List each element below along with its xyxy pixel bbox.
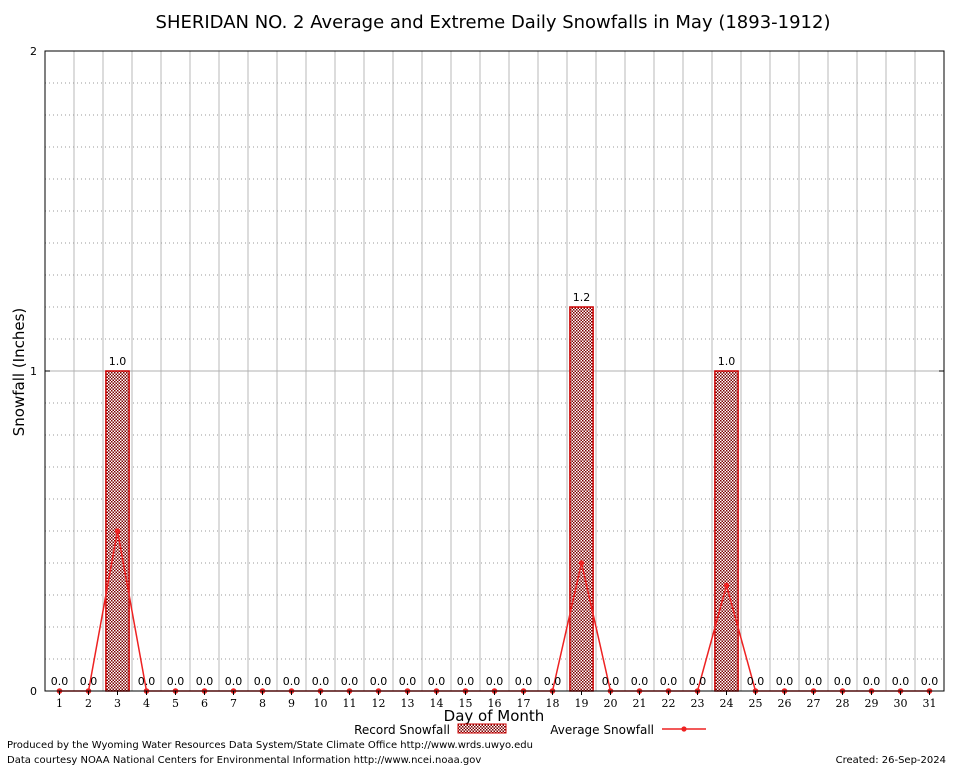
value-label-day-19: 1.2 — [573, 291, 591, 304]
y-tick-label-1: 1 — [30, 365, 37, 378]
x-tick-label-25: 25 — [749, 697, 763, 710]
value-label-day-27: 0.0 — [805, 675, 823, 688]
value-label-day-18: 0.0 — [544, 675, 562, 688]
record-bar-day-19 — [569, 306, 594, 692]
value-label-day-29: 0.0 — [863, 675, 881, 688]
value-label-day-3: 1.0 — [109, 355, 127, 368]
value-label-day-20: 0.0 — [602, 675, 620, 688]
value-labels: 0.0 0.0 1.0 0.0 0.0 0.0 0.0 0.0 0.0 0.0 0.0 0.0 0.0 0… — [51, 291, 939, 688]
value-label-day-5: 0.0 — [167, 675, 185, 688]
grid — [45, 51, 944, 691]
x-tick-label-20: 20 — [604, 697, 618, 710]
x-tick-label-24: 24 — [720, 697, 734, 710]
x-tick-label-14: 14 — [430, 697, 444, 710]
value-label-day-15: 0.0 — [457, 675, 475, 688]
x-tick-labels: 1 2 3 4 5 6 7 8 9 10 11 12 13 14 15 16 17 18 19 20 21 22 23 24 2… — [56, 691, 937, 710]
x-tick-label-27: 27 — [807, 697, 821, 710]
record-bar-day-24 — [714, 370, 739, 692]
x-tick-label-5: 5 — [172, 697, 179, 710]
value-label-day-4: 0.0 — [138, 675, 156, 688]
value-label-day-8: 0.0 — [254, 675, 272, 688]
x-tick-label-23: 23 — [691, 697, 705, 710]
legend-average-marker — [681, 726, 687, 732]
y-tick-label-0: 0 — [30, 685, 37, 698]
average-point-day-24 — [723, 582, 730, 589]
x-tick-label-19: 19 — [575, 697, 589, 710]
legend: Record Snowfall Average Snowfall — [354, 723, 706, 737]
x-tick-label-4: 4 — [143, 697, 150, 710]
value-label-day-2: 0.0 — [80, 675, 98, 688]
value-label-day-11: 0.0 — [341, 675, 359, 688]
x-tick-label-2: 2 — [85, 697, 92, 710]
value-label-day-9: 0.0 — [283, 675, 301, 688]
legend-record-label: Record Snowfall — [354, 723, 450, 737]
value-label-day-30: 0.0 — [892, 675, 910, 688]
value-label-day-24: 1.0 — [718, 355, 736, 368]
y-axis-label: Snowfall (Inches) — [10, 308, 28, 436]
value-label-day-12: 0.0 — [370, 675, 388, 688]
legend-record-swatch — [457, 723, 507, 734]
x-tick-label-13: 13 — [401, 697, 415, 710]
x-tick-label-28: 28 — [836, 697, 850, 710]
footer-credit-2: Data courtesy NOAA National Centers for … — [7, 755, 481, 766]
x-tick-label-21: 21 — [633, 697, 647, 710]
average-point-day-3 — [114, 528, 121, 534]
x-tick-label-30: 30 — [894, 697, 908, 710]
value-label-day-21: 0.0 — [631, 675, 649, 688]
footer-credit-1: Produced by the Wyoming Water Resources … — [7, 740, 533, 751]
legend-average-label: Average Snowfall — [550, 723, 654, 737]
plot-frame — [44, 50, 945, 692]
value-label-day-22: 0.0 — [660, 675, 678, 688]
value-label-day-26: 0.0 — [776, 675, 794, 688]
x-tick-label-8: 8 — [259, 697, 266, 710]
value-label-day-28: 0.0 — [834, 675, 852, 688]
x-tick-label-26: 26 — [778, 697, 792, 710]
value-label-day-6: 0.0 — [196, 675, 214, 688]
x-tick-label-6: 6 — [201, 697, 208, 710]
chart-title: SHERIDAN NO. 2 Average and Extreme Daily… — [156, 12, 831, 33]
value-label-day-13: 0.0 — [399, 675, 417, 688]
x-tick-label-15: 15 — [459, 697, 473, 710]
value-label-day-16: 0.0 — [486, 675, 504, 688]
average-line — [56, 528, 933, 694]
x-tick-label-31: 31 — [923, 697, 937, 710]
average-point-day-19 — [578, 560, 585, 566]
x-tick-label-10: 10 — [314, 697, 328, 710]
x-tick-label-1: 1 — [56, 697, 63, 710]
x-tick-label-3: 3 — [114, 697, 121, 710]
x-tick-label-18: 18 — [546, 697, 560, 710]
value-label-day-10: 0.0 — [312, 675, 330, 688]
value-label-day-14: 0.0 — [428, 675, 446, 688]
value-label-day-31: 0.0 — [921, 675, 939, 688]
value-label-day-1: 0.0 — [51, 675, 69, 688]
x-tick-label-12: 12 — [372, 697, 386, 710]
value-label-day-25: 0.0 — [747, 675, 765, 688]
x-axis-label: Day of Month — [444, 707, 545, 725]
x-tick-label-16: 16 — [488, 697, 502, 710]
x-tick-label-11: 11 — [343, 697, 357, 710]
x-tick-label-17: 17 — [517, 697, 531, 710]
x-tick-label-7: 7 — [230, 697, 237, 710]
value-label-day-23: 0.0 — [689, 675, 707, 688]
footer-created: Created: 26-Sep-2024 — [836, 755, 946, 766]
x-tick-label-9: 9 — [288, 697, 295, 710]
x-tick-label-22: 22 — [662, 697, 676, 710]
y-tick-label-2: 2 — [30, 45, 37, 58]
value-label-day-17: 0.0 — [515, 675, 533, 688]
value-label-day-7: 0.0 — [225, 675, 243, 688]
x-tick-label-29: 29 — [865, 697, 879, 710]
